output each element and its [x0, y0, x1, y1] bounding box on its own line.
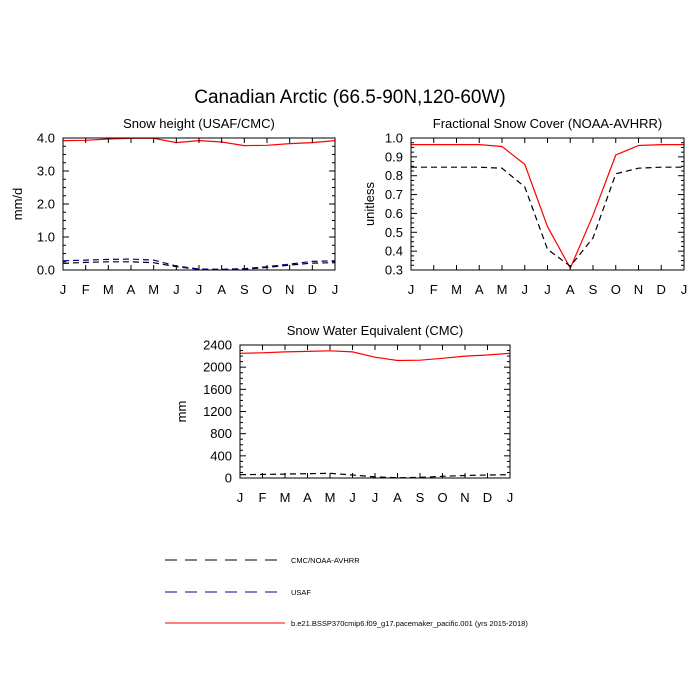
y-tick-label: 400 [210, 448, 232, 463]
chart-title: Fractional Snow Cover (NOAA-AVHRR) [433, 116, 662, 131]
y-tick-label: 2000 [203, 360, 232, 375]
legend-label-1: CMC/NOAA-AVHRR [291, 556, 360, 565]
y-axis-label: mm [174, 401, 189, 423]
y-tick-label: 0.5 [385, 225, 403, 240]
x-tick-label: J [507, 490, 514, 505]
x-tick-label: J [681, 282, 688, 297]
legend-label-3: b.e21.BSSP370cmip6.f09_g17.pacemaker_pac… [291, 619, 528, 628]
x-tick-label: A [566, 282, 575, 297]
figure-title: Canadian Arctic (66.5-90N,120-60W) [194, 87, 506, 108]
x-tick-label: S [240, 282, 249, 297]
series-line-2 [62, 261, 336, 271]
x-tick-label: A [393, 490, 402, 505]
x-tick-label: M [103, 282, 114, 297]
x-tick-label: J [522, 282, 529, 297]
y-tick-label: 0.4 [385, 244, 403, 259]
plot-frame [410, 137, 685, 271]
x-tick-label: N [634, 282, 643, 297]
y-tick-label: 2400 [203, 338, 232, 353]
plot-frame [62, 137, 336, 271]
y-tick-label: 4.0 [37, 131, 55, 146]
y-tick-label: 1200 [203, 404, 232, 419]
y-tick-label: 1.0 [37, 230, 55, 245]
x-tick-label: A [475, 282, 484, 297]
x-tick-label: A [127, 282, 136, 297]
y-tick-label: 3.0 [37, 164, 55, 179]
series-line-1 [411, 144, 684, 270]
x-tick-label: N [285, 282, 294, 297]
x-tick-label: O [611, 282, 621, 297]
y-tick-label: 1.0 [385, 131, 403, 146]
x-tick-label: J [372, 490, 379, 505]
x-tick-label: N [460, 490, 469, 505]
legend: CMC/NOAA-AVHRR USAF b.e21.BSSP370cmip6.f09… [165, 556, 528, 628]
y-tick-label: 1600 [203, 382, 232, 397]
x-tick-label: J [332, 282, 339, 297]
x-tick-label: S [416, 490, 425, 505]
y-tick-label: 0.8 [385, 168, 403, 183]
y-tick-label: 0.3 [385, 263, 403, 278]
x-tick-label: F [430, 282, 438, 297]
y-tick-label: 800 [210, 426, 232, 441]
plot-frame [239, 344, 511, 479]
chart-title: Snow Water Equivalent (CMC) [287, 323, 464, 338]
x-tick-label: J [408, 282, 415, 297]
chart-panel-2: Fractional Snow Cover (NOAA-AVHRR) unitle… [362, 116, 687, 297]
y-tick-label: 0 [225, 471, 232, 486]
x-tick-label: M [148, 282, 159, 297]
x-tick-label: F [82, 282, 90, 297]
x-tick-label: O [437, 490, 447, 505]
x-tick-label: M [497, 282, 508, 297]
x-tick-label: J [60, 282, 67, 297]
x-tick-label: M [280, 490, 291, 505]
x-tick-label: A [303, 490, 312, 505]
x-tick-label: D [657, 282, 666, 297]
legend-label-2: USAF [291, 588, 311, 597]
x-tick-label: A [217, 282, 226, 297]
x-tick-label: M [451, 282, 462, 297]
y-axis-label: unitless [362, 181, 377, 226]
x-tick-label: J [196, 282, 203, 297]
x-tick-label: O [262, 282, 272, 297]
y-tick-label: 0.0 [37, 263, 55, 278]
x-tick-label: J [237, 490, 244, 505]
chart-panel-1: Snow height (USAF/CMC)mm/dJ F M A M J J A S O N D J0… [10, 116, 338, 297]
y-tick-label: 0.6 [385, 206, 403, 221]
x-tick-label: J [544, 282, 551, 297]
x-tick-label: M [325, 490, 336, 505]
y-tick-label: 2.0 [37, 197, 55, 212]
x-tick-label: D [483, 490, 492, 505]
chart-panel-3: Snow Water Equivalent (CMC)mmJ F M A M J J A S O N… [174, 323, 513, 505]
chart-title: Snow height (USAF/CMC) [123, 116, 275, 131]
x-tick-label: F [259, 490, 267, 505]
x-tick-label: D [308, 282, 317, 297]
x-tick-label: J [349, 490, 356, 505]
series-line-1 [239, 350, 511, 362]
series-line-2 [411, 166, 684, 268]
x-tick-label: S [589, 282, 598, 297]
y-tick-label: 0.9 [385, 149, 403, 164]
y-tick-label: 0.7 [385, 187, 403, 202]
x-tick-label: J [173, 282, 180, 297]
series-line-3 [62, 258, 336, 270]
y-axis-label: mm/d [10, 188, 25, 221]
